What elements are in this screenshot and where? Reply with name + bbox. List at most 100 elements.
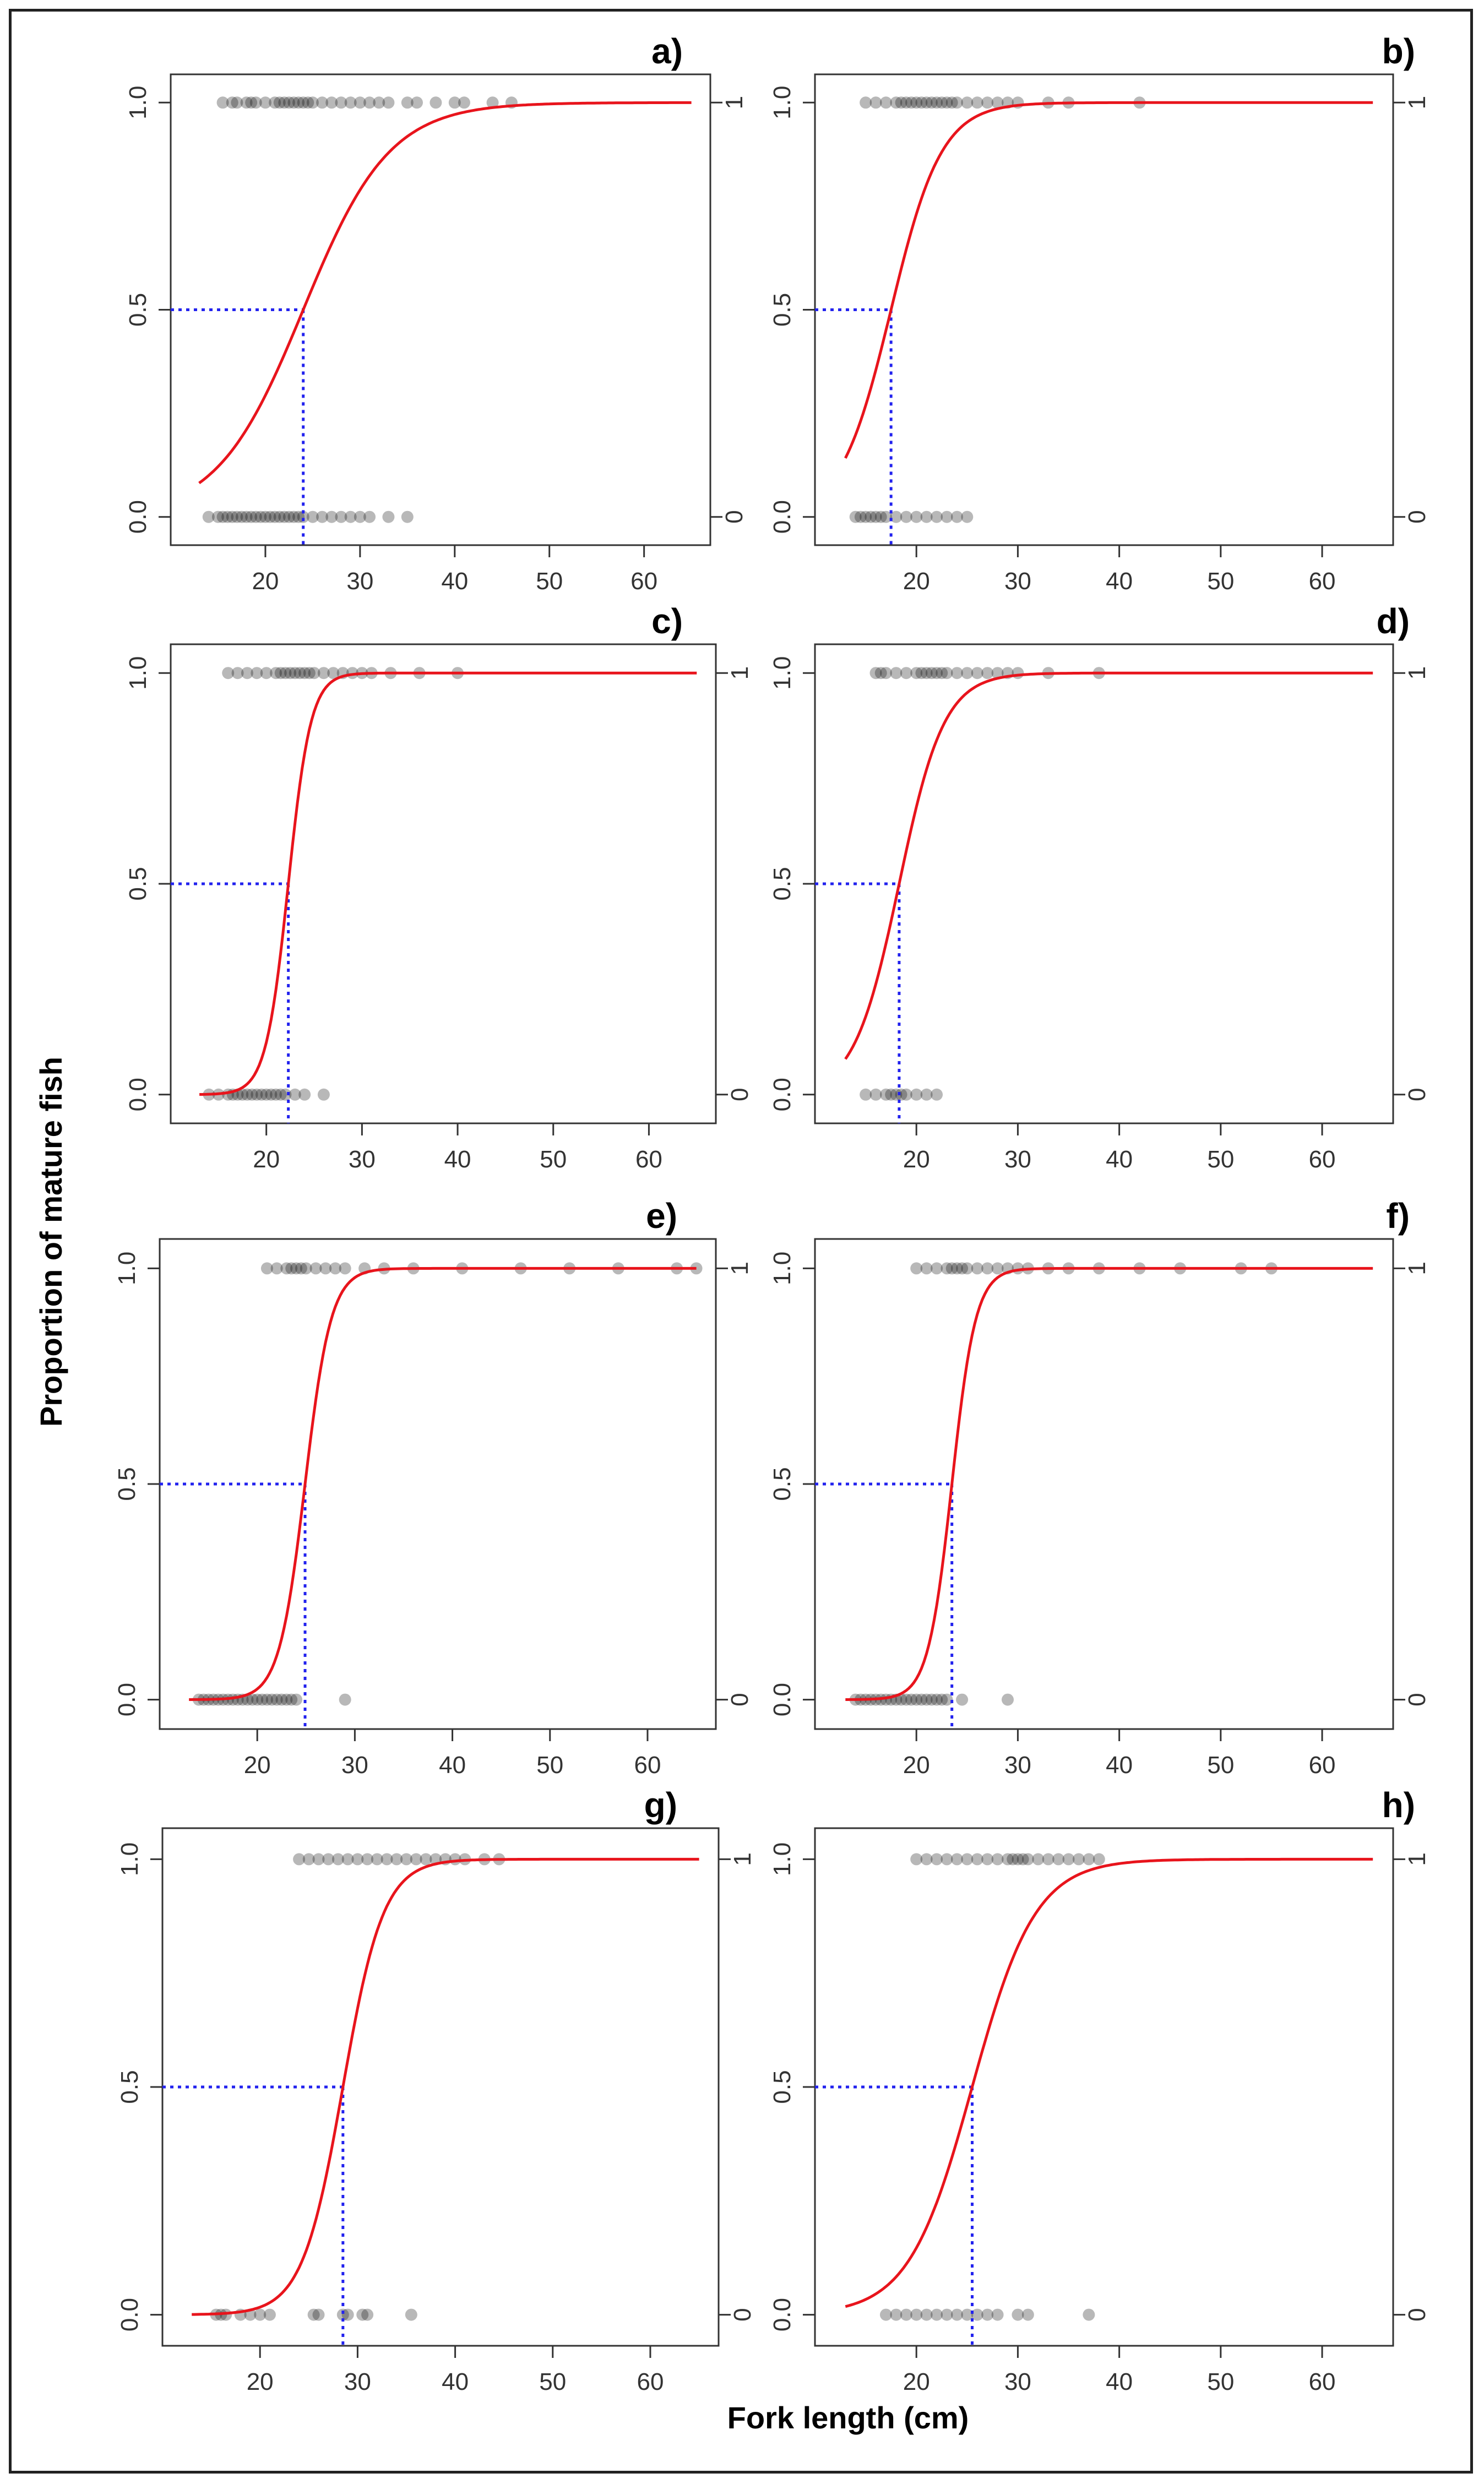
mature-point bbox=[226, 96, 238, 109]
mature-point bbox=[905, 96, 917, 109]
immature-point bbox=[931, 1693, 943, 1706]
immature-point bbox=[900, 1088, 912, 1101]
mature-point bbox=[981, 1853, 994, 1866]
mature-point bbox=[860, 96, 872, 109]
immature-point bbox=[405, 2308, 417, 2321]
mature-point bbox=[401, 96, 414, 109]
mature-point bbox=[945, 96, 958, 109]
immature-point bbox=[910, 1693, 923, 1706]
immature-point bbox=[251, 1693, 264, 1706]
mature-point bbox=[361, 1853, 374, 1866]
panel-label: e) bbox=[646, 1196, 677, 1236]
immature-point bbox=[849, 510, 862, 523]
immature-point bbox=[246, 1693, 259, 1706]
mature-point bbox=[245, 96, 258, 109]
x-tick-label: 40 bbox=[1106, 1752, 1133, 1779]
immature-point bbox=[307, 2308, 320, 2321]
mature-point bbox=[289, 667, 301, 680]
immature-point bbox=[254, 2308, 267, 2321]
mature-point bbox=[298, 667, 311, 680]
immature-point bbox=[905, 1693, 917, 1706]
mature-point bbox=[300, 1262, 312, 1275]
immature-point bbox=[382, 510, 395, 523]
immature-point bbox=[356, 2308, 369, 2321]
logistic-curve bbox=[845, 1857, 1373, 2308]
immature-point bbox=[339, 1693, 351, 1706]
chart-panel-g: 20 30 40 50 60 0.0 0.5 1.0 0 1 g) bbox=[116, 1785, 756, 2395]
x-tick-label: 30 bbox=[1004, 1146, 1031, 1173]
plot-box bbox=[170, 643, 717, 1124]
immature-point bbox=[991, 2308, 1004, 2321]
x-tick-label: 40 bbox=[439, 1752, 466, 1779]
mature-point bbox=[936, 96, 948, 109]
y-tick-label-left: 1.0 bbox=[124, 86, 151, 119]
mature-point bbox=[274, 667, 287, 680]
mature-point bbox=[284, 667, 297, 680]
mature-point bbox=[335, 96, 347, 109]
immature-point bbox=[278, 510, 291, 523]
mature-point bbox=[331, 1853, 344, 1866]
immature-point bbox=[292, 510, 305, 523]
logistic-curve bbox=[198, 101, 692, 485]
mature-point bbox=[448, 96, 461, 109]
immature-point bbox=[241, 1088, 253, 1101]
y-tick-label-right: 1 bbox=[1404, 1262, 1431, 1275]
mature-point bbox=[382, 96, 395, 109]
immature-point bbox=[920, 510, 933, 523]
immature-point bbox=[335, 510, 347, 523]
y-tick-label-left: 0.0 bbox=[769, 2298, 796, 2331]
mature-point bbox=[936, 667, 948, 680]
x-tick-label: 50 bbox=[536, 1752, 563, 1779]
mature-point bbox=[351, 1853, 364, 1866]
mature-point bbox=[971, 667, 983, 680]
immature-point bbox=[297, 510, 309, 523]
mature-point bbox=[915, 96, 928, 109]
mature-point bbox=[390, 1853, 403, 1866]
plot-box bbox=[814, 73, 1394, 546]
mature-point bbox=[458, 96, 470, 109]
mature-point bbox=[890, 96, 903, 109]
mature-point bbox=[400, 1853, 412, 1866]
immature-point bbox=[260, 1088, 273, 1101]
mature-point bbox=[869, 667, 882, 680]
immature-point bbox=[920, 1088, 933, 1101]
mature-point bbox=[920, 96, 933, 109]
x-tick-label: 60 bbox=[630, 568, 657, 595]
immature-point bbox=[279, 1088, 292, 1101]
mature-point bbox=[316, 96, 329, 109]
immature-point bbox=[273, 510, 286, 523]
y-tick-label-right: 1 bbox=[726, 666, 753, 680]
immature-point bbox=[941, 2308, 953, 2321]
x-tick-label: 30 bbox=[344, 2368, 371, 2395]
mature-point bbox=[344, 96, 357, 109]
immature-point bbox=[256, 1693, 269, 1706]
immature-point bbox=[885, 1088, 898, 1101]
mature-point bbox=[216, 96, 229, 109]
y-tick-label-left: 1.0 bbox=[769, 86, 796, 119]
immature-point bbox=[265, 1693, 278, 1706]
mature-point bbox=[925, 96, 938, 109]
plot-box bbox=[161, 1827, 720, 2347]
mature-point bbox=[945, 1262, 958, 1275]
y-tick-label-left: 1.0 bbox=[769, 1842, 796, 1876]
y-tick-label-right: 0 bbox=[1404, 1088, 1431, 1101]
mature-point bbox=[319, 1262, 332, 1275]
mature-point bbox=[991, 96, 1004, 109]
chart-panel-f: 20 30 40 50 60 0.0 0.5 1.0 0 1 f) bbox=[769, 1196, 1431, 1779]
mature-point bbox=[322, 1853, 335, 1866]
mature-point bbox=[287, 96, 300, 109]
mature-point bbox=[1072, 1853, 1085, 1866]
y-tick-label-left: 0.5 bbox=[116, 2070, 143, 2103]
immature-point bbox=[298, 1088, 311, 1101]
mature-point bbox=[900, 96, 912, 109]
y-tick-label-left: 1.0 bbox=[769, 1252, 796, 1285]
plot-box bbox=[170, 73, 711, 546]
y-tick-label-left: 0.5 bbox=[769, 293, 796, 327]
y-tick-label-right: 1 bbox=[1404, 666, 1431, 680]
mature-point bbox=[312, 1853, 325, 1866]
immature-point bbox=[860, 1088, 872, 1101]
immature-point bbox=[895, 1088, 907, 1101]
mature-point bbox=[295, 1262, 307, 1275]
x-tick-label: 50 bbox=[540, 1146, 567, 1173]
immature-point bbox=[1012, 2308, 1024, 2321]
